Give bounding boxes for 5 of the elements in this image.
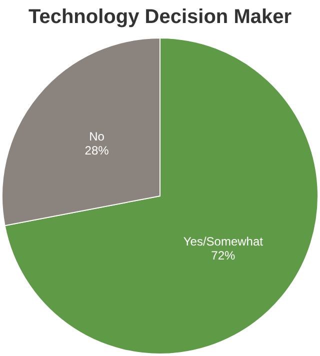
slice-label: No: [89, 130, 105, 144]
slice-label: Yes/Somewhat: [183, 234, 264, 248]
data-label: 72%: [211, 248, 236, 262]
chart-title: Technology Decision Maker: [28, 6, 292, 28]
data-label: 28%: [84, 144, 110, 158]
